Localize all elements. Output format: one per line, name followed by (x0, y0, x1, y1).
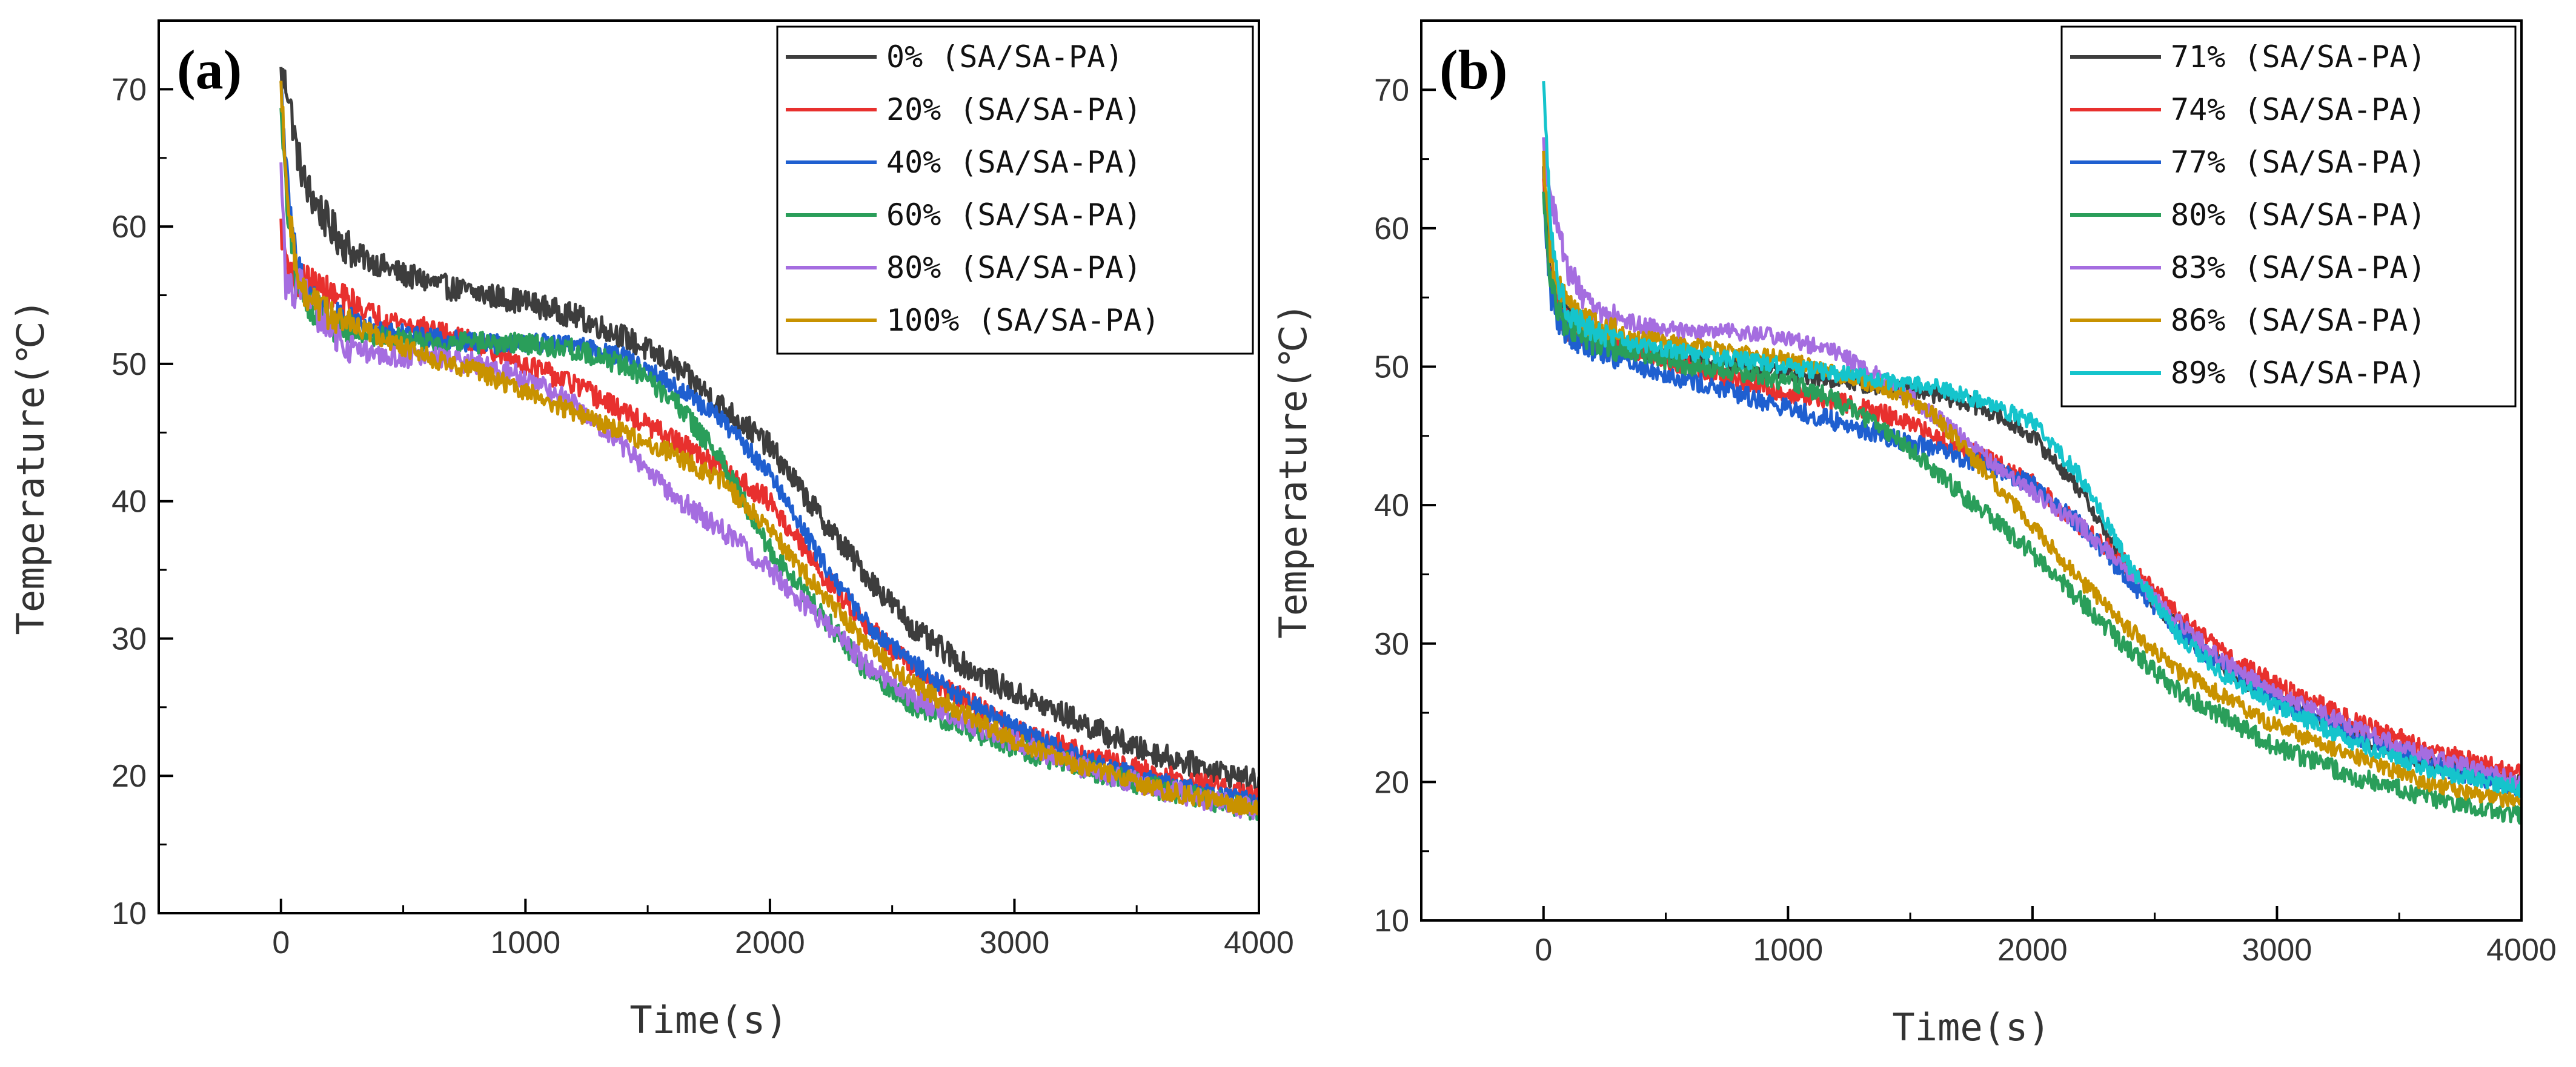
y-tick-label: 50 (1374, 350, 1409, 385)
y-tick-label: 60 (111, 210, 147, 245)
legend-label: 86% (SA/SA-PA) (2171, 303, 2426, 338)
series-group (279, 67, 1259, 822)
x-axis-title: Time(s) (629, 998, 788, 1042)
series-line-b-6 (1542, 81, 2521, 798)
x-tick-label: 0 (272, 925, 290, 960)
x-tick-label: 2000 (1997, 933, 2068, 968)
legend-label: 89% (SA/SA-PA) (2171, 355, 2426, 391)
legend: 71% (SA/SA-PA) 74% (SA/SA-PA) 77% (SA/SA-P… (2060, 25, 2517, 408)
legend-label: 60% (SA/SA-PA) (886, 197, 1141, 233)
legend-label: 74% (SA/SA-PA) (2171, 92, 2426, 127)
x-tick-label: 1000 (1753, 933, 1823, 968)
series-line-a-1 (279, 218, 1259, 805)
y-tick-label: 30 (111, 621, 147, 656)
series-line-a-5 (279, 81, 1259, 816)
legend-box (776, 25, 1254, 355)
legend-label: 80% (SA/SA-PA) (886, 250, 1141, 285)
x-axis-title: Time(s) (1892, 1005, 2050, 1049)
x-tick-label: 1000 (490, 925, 560, 960)
series-line-b-5 (1542, 150, 2521, 808)
legend-label: 20% (SA/SA-PA) (886, 92, 1141, 127)
x-tick-label: 0 (1535, 933, 1552, 968)
legend-label: 83% (SA/SA-PA) (2171, 250, 2426, 285)
y-tick-label: 40 (1374, 488, 1409, 523)
panel-label: (b) (1439, 39, 1507, 101)
y-tick-label: 10 (111, 896, 147, 931)
panel-label: (a) (177, 39, 242, 101)
y-tick-label: 60 (1374, 211, 1409, 246)
y-tick-label: 50 (111, 347, 147, 382)
legend-label: 40% (SA/SA-PA) (886, 145, 1141, 180)
series-line-b-3 (1542, 191, 2521, 825)
legend: 0% (SA/SA-PA) 20% (SA/SA-PA) 40% (SA/SA-PA… (776, 25, 1254, 355)
y-tick-label: 70 (1374, 73, 1409, 108)
legend-label: 71% (SA/SA-PA) (2171, 39, 2426, 74)
series-line-a-0 (279, 67, 1259, 794)
series-group (1542, 81, 2521, 825)
y-axis-title: Temperature(℃) (8, 299, 53, 635)
x-tick-label: 4000 (1224, 925, 1294, 960)
y-tick-label: 40 (111, 484, 147, 520)
x-tick-label: 3000 (2242, 933, 2312, 968)
legend-label: 100% (SA/SA-PA) (886, 303, 1160, 338)
y-tick-label: 20 (1374, 765, 1409, 800)
x-tick-label: 2000 (735, 925, 805, 960)
chart-panel-b: 0 1000 2000 3000 4000 10 20 30 40 50 60 70 Time(s) Te… (1271, 19, 2557, 1049)
plot-frame (158, 19, 1260, 914)
legend-label: 77% (SA/SA-PA) (2171, 145, 2426, 180)
x-tick-label: 3000 (980, 925, 1050, 960)
y-axis-title: Temperature(℃) (1271, 303, 1315, 639)
chart-panel-a: 0 1000 2000 3000 4000 10 20 30 40 50 60 70 Time(s) Te… (8, 19, 1294, 1042)
legend-label: 0% (SA/SA-PA) (886, 39, 1123, 74)
legend-label: 80% (SA/SA-PA) (2171, 197, 2426, 233)
series-line-b-4 (1542, 137, 2521, 790)
x-tick-label: 4000 (2486, 933, 2557, 968)
plot-frame (1420, 19, 2523, 922)
y-tick-label: 10 (1374, 903, 1409, 939)
y-tick-label: 70 (111, 72, 147, 107)
y-tick-label: 20 (111, 759, 147, 794)
y-tick-label: 30 (1374, 627, 1409, 662)
